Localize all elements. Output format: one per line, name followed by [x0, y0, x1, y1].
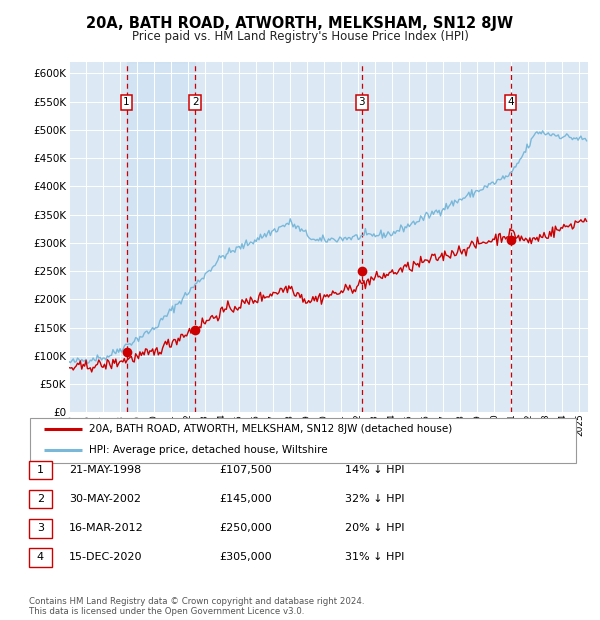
Text: 2: 2	[37, 494, 44, 504]
Text: 21-MAY-1998: 21-MAY-1998	[69, 465, 141, 475]
Text: 20A, BATH ROAD, ATWORTH, MELKSHAM, SN12 8JW: 20A, BATH ROAD, ATWORTH, MELKSHAM, SN12 …	[86, 16, 514, 31]
Text: 32% ↓ HPI: 32% ↓ HPI	[345, 494, 404, 504]
Text: 30-MAY-2002: 30-MAY-2002	[69, 494, 141, 504]
Text: 16-MAR-2012: 16-MAR-2012	[69, 523, 144, 533]
Text: £107,500: £107,500	[219, 465, 272, 475]
Text: 3: 3	[358, 97, 365, 107]
Text: £250,000: £250,000	[219, 523, 272, 533]
Text: 15-DEC-2020: 15-DEC-2020	[69, 552, 143, 562]
Text: 1: 1	[37, 465, 44, 475]
Bar	[127, 62, 195, 412]
Text: 4: 4	[507, 97, 514, 107]
Text: Price paid vs. HM Land Registry's House Price Index (HPI): Price paid vs. HM Land Registry's House …	[131, 30, 469, 43]
Text: 20% ↓ HPI: 20% ↓ HPI	[345, 523, 404, 533]
Text: 20A, BATH ROAD, ATWORTH, MELKSHAM, SN12 8JW (detached house): 20A, BATH ROAD, ATWORTH, MELKSHAM, SN12 …	[89, 424, 452, 434]
Text: 4: 4	[37, 552, 44, 562]
Text: Contains HM Land Registry data © Crown copyright and database right 2024.
This d: Contains HM Land Registry data © Crown c…	[29, 597, 364, 616]
Text: 2: 2	[192, 97, 199, 107]
Text: HPI: Average price, detached house, Wiltshire: HPI: Average price, detached house, Wilt…	[89, 445, 328, 455]
Text: £145,000: £145,000	[219, 494, 272, 504]
Text: 1: 1	[123, 97, 130, 107]
FancyBboxPatch shape	[30, 418, 576, 463]
Text: 14% ↓ HPI: 14% ↓ HPI	[345, 465, 404, 475]
Text: 3: 3	[37, 523, 44, 533]
Text: £305,000: £305,000	[219, 552, 272, 562]
Text: 31% ↓ HPI: 31% ↓ HPI	[345, 552, 404, 562]
